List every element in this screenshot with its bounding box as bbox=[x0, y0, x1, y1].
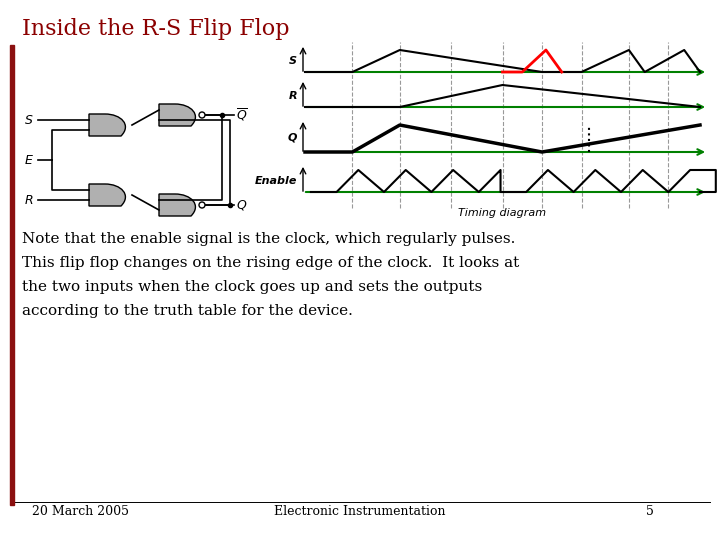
Text: R: R bbox=[289, 91, 297, 101]
PathPatch shape bbox=[159, 104, 195, 126]
Text: Timing diagram: Timing diagram bbox=[459, 208, 546, 218]
Text: $\overline{Q}$: $\overline{Q}$ bbox=[236, 107, 248, 123]
Text: This flip flop changes on the rising edge of the clock.  It looks at: This flip flop changes on the rising edg… bbox=[22, 256, 519, 270]
Text: Q: Q bbox=[236, 199, 246, 212]
Text: Electronic Instrumentation: Electronic Instrumentation bbox=[274, 505, 446, 518]
Text: E: E bbox=[25, 153, 33, 166]
Text: 5: 5 bbox=[646, 505, 654, 518]
Circle shape bbox=[199, 112, 205, 118]
Bar bbox=[10, 45, 14, 505]
Circle shape bbox=[199, 202, 205, 208]
Text: R: R bbox=[24, 193, 33, 206]
Text: 20 March 2005: 20 March 2005 bbox=[32, 505, 128, 518]
Text: S: S bbox=[289, 56, 297, 66]
PathPatch shape bbox=[89, 184, 125, 206]
PathPatch shape bbox=[159, 194, 195, 216]
PathPatch shape bbox=[89, 114, 125, 136]
Text: Enable: Enable bbox=[255, 176, 297, 186]
Text: according to the truth table for the device.: according to the truth table for the dev… bbox=[22, 304, 353, 318]
Text: S: S bbox=[25, 113, 33, 126]
Text: the two inputs when the clock goes up and sets the outputs: the two inputs when the clock goes up an… bbox=[22, 280, 482, 294]
Text: Inside the R-S Flip Flop: Inside the R-S Flip Flop bbox=[22, 18, 289, 40]
Text: Q: Q bbox=[287, 133, 297, 143]
Text: Note that the enable signal is the clock, which regularly pulses.: Note that the enable signal is the clock… bbox=[22, 232, 516, 246]
